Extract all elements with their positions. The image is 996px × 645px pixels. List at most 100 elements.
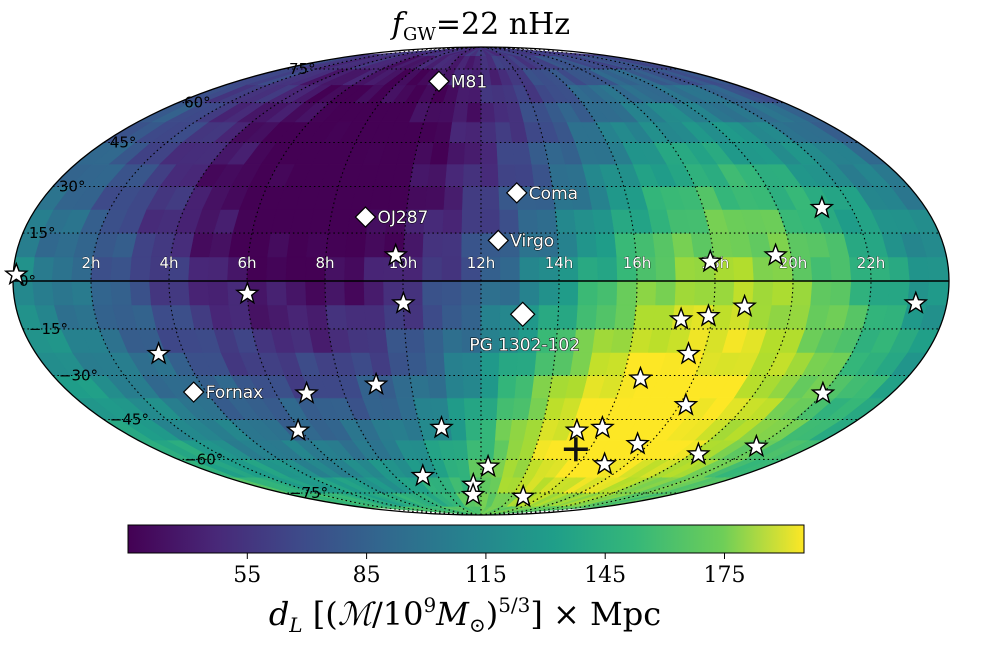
- ra-label: 14h: [545, 254, 574, 272]
- heatmap-cell: [577, 256, 599, 282]
- heatmap-cell: [267, 304, 291, 330]
- heatmap-cell: [655, 256, 677, 282]
- heatmap-cell: [427, 375, 448, 399]
- heatmap-cell: [363, 280, 385, 306]
- heatmap-cell: [429, 142, 450, 165]
- heatmap-cell: [556, 304, 579, 330]
- source-label: Virgo: [510, 231, 554, 251]
- heatmap-cell: [429, 397, 450, 420]
- source-diamond: [354, 206, 377, 228]
- heatmap-cell: [463, 397, 482, 420]
- heatmap-cell: [344, 232, 367, 258]
- heatmap-cell: [406, 186, 428, 210]
- title-value: =22 nHz: [436, 7, 570, 42]
- heatmap-cell: [616, 280, 638, 306]
- heatmap-cell: [829, 280, 852, 306]
- heatmap-cell: [614, 304, 637, 330]
- heatmap-cell: [480, 186, 500, 210]
- pulsar-star: [383, 242, 409, 266]
- heatmap-cell: [810, 256, 833, 282]
- dec-tick-labels: 75° 60° 45° 30° 15° 0° −15° −30° −45° −60° −75°: [19, 60, 328, 502]
- heatmap-cell: [480, 397, 499, 420]
- heatmap-cell: [387, 352, 410, 376]
- colorbar-tick-label: 145: [584, 563, 626, 588]
- pulsar-star: [676, 340, 701, 365]
- pulsar-star: [363, 371, 389, 396]
- heatmap-cell: [266, 256, 288, 282]
- heatmap-cell: [110, 280, 133, 306]
- heatmap-cell: [347, 328, 370, 353]
- heatmap-cell: [427, 163, 448, 187]
- heatmap-cell: [247, 304, 272, 330]
- pulsar-star: [673, 392, 699, 416]
- dec-label: −45°: [110, 411, 149, 429]
- source-diamond: [505, 182, 528, 204]
- heatmap-cell: [771, 280, 794, 306]
- heatmap-cell: [325, 304, 348, 330]
- pulsar-star: [903, 290, 929, 314]
- heatmap-cell: [442, 328, 463, 353]
- heatmap-cell: [424, 352, 446, 376]
- heatmap-cell: [344, 280, 365, 306]
- heatmap-cell: [90, 280, 113, 306]
- heatmap-cell: [267, 232, 291, 258]
- dec-label: −60°: [184, 450, 223, 468]
- ra-label: 22h: [857, 254, 886, 272]
- heatmap-cell: [497, 163, 518, 187]
- heatmap-cells: [13, 47, 949, 515]
- heatmap-cell: [207, 256, 230, 282]
- heatmap-cell: [466, 439, 482, 460]
- heatmap-cell: [907, 256, 930, 282]
- heatmap-cell: [496, 142, 516, 165]
- heatmap-cell: [446, 142, 466, 165]
- chart-title: fGW=22 nHz: [390, 7, 570, 45]
- heatmap-cell: [364, 304, 386, 330]
- heatmap-cell: [655, 280, 677, 306]
- heatmap-cell: [441, 232, 463, 258]
- heatmap-cell: [538, 280, 560, 306]
- heatmap-cell: [500, 280, 521, 306]
- ra-label: 4h: [159, 254, 178, 272]
- pulsar-star: [685, 441, 711, 465]
- heatmap-cell: [516, 352, 538, 376]
- pulsar-star: [460, 482, 486, 506]
- heatmap-cell: [480, 375, 500, 399]
- heatmap-cell: [442, 209, 463, 234]
- heatmap-cell: [713, 280, 735, 306]
- heatmap-cell: [595, 304, 618, 330]
- heatmap-cell: [168, 280, 191, 306]
- heatmap-cell: [449, 121, 468, 143]
- title-subscript: GW: [403, 24, 436, 45]
- heatmap-cell: [480, 163, 500, 187]
- heatmap-cell: [422, 280, 443, 306]
- ra-label: 6h: [237, 254, 256, 272]
- pulsar-star: [696, 303, 721, 327]
- heatmap-cell: [422, 304, 444, 330]
- heatmap-cell: [129, 280, 152, 306]
- heatmap-cell: [306, 304, 329, 330]
- pulsar-star: [285, 417, 311, 442]
- dec-label: −30°: [59, 367, 98, 385]
- heatmap-cell: [344, 256, 365, 282]
- pulsar-star: [810, 380, 836, 405]
- heatmap-cell: [409, 375, 431, 399]
- pulsar-star: [668, 306, 694, 330]
- pulsar-star: [429, 414, 454, 439]
- pulsar-star: [410, 462, 436, 487]
- heatmap-cell: [674, 280, 696, 306]
- heatmap-cell: [829, 256, 852, 282]
- heatmap-cell: [480, 209, 501, 234]
- heatmap-cell: [51, 280, 75, 306]
- heatmap-cell: [324, 280, 346, 306]
- source-diamond: [487, 229, 510, 252]
- dec-label: 45°: [110, 134, 137, 152]
- pulsar-star: [146, 340, 172, 365]
- heatmap-cell: [926, 280, 949, 306]
- heatmap-cell: [464, 419, 482, 441]
- heatmap-cell: [364, 232, 386, 258]
- heatmap-cell: [327, 328, 352, 353]
- heatmap-cell: [286, 232, 310, 258]
- pulsar-star: [809, 194, 835, 219]
- dec-label: 0°: [19, 272, 36, 290]
- colorbar-tick-label: 85: [353, 563, 381, 588]
